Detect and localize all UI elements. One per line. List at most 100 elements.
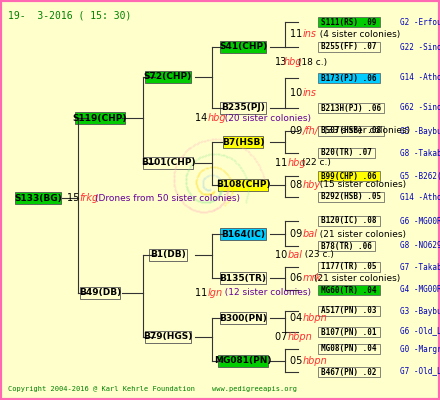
Text: MG081(PN): MG081(PN): [214, 356, 272, 366]
Text: hbpn: hbpn: [288, 332, 312, 342]
Text: B300(PN): B300(PN): [219, 314, 267, 322]
FancyBboxPatch shape: [318, 367, 380, 377]
Text: 13: 13: [275, 57, 287, 67]
Text: hbpn: hbpn: [303, 356, 327, 366]
Text: 19-  3-2016 ( 15: 30): 19- 3-2016 ( 15: 30): [8, 11, 132, 21]
Text: frkg: frkg: [80, 193, 99, 203]
Text: B49(DB): B49(DB): [79, 288, 121, 298]
Text: (Drones from 50 sister colonies): (Drones from 50 sister colonies): [95, 194, 240, 202]
Text: S72(CHP): S72(CHP): [144, 72, 192, 82]
FancyBboxPatch shape: [318, 344, 380, 354]
Text: B467(PN) .02: B467(PN) .02: [321, 368, 377, 376]
FancyBboxPatch shape: [80, 287, 120, 299]
FancyBboxPatch shape: [318, 285, 380, 295]
Text: (33 sister colonies): (33 sister colonies): [318, 126, 410, 136]
FancyBboxPatch shape: [145, 71, 191, 83]
FancyBboxPatch shape: [223, 136, 263, 148]
Text: B507(HSB) .08: B507(HSB) .08: [321, 126, 381, 136]
FancyBboxPatch shape: [318, 42, 380, 52]
FancyBboxPatch shape: [318, 171, 380, 181]
FancyBboxPatch shape: [220, 272, 266, 284]
Text: G3 -Bayburt98-3: G3 -Bayburt98-3: [400, 306, 440, 316]
FancyBboxPatch shape: [318, 73, 380, 83]
Text: (21 sister colonies): (21 sister colonies): [314, 230, 406, 238]
Text: A517(PN) .03: A517(PN) .03: [321, 306, 377, 316]
Text: hby: hby: [303, 180, 321, 190]
FancyBboxPatch shape: [318, 126, 385, 136]
Text: B20(TR) .07: B20(TR) .07: [321, 148, 372, 158]
Text: (23 c.): (23 c.): [299, 250, 334, 260]
Text: 08: 08: [290, 180, 305, 190]
FancyBboxPatch shape: [318, 327, 380, 337]
Text: B292(HSB) .05: B292(HSB) .05: [321, 192, 381, 202]
Text: G7 -Takab93aR: G7 -Takab93aR: [400, 262, 440, 272]
FancyBboxPatch shape: [145, 331, 191, 343]
Text: B79(HGS): B79(HGS): [143, 332, 193, 342]
Text: G14 -AthosSt80R: G14 -AthosSt80R: [400, 192, 440, 202]
Text: bal: bal: [288, 250, 303, 260]
FancyBboxPatch shape: [15, 192, 61, 204]
Text: B108(CHP): B108(CHP): [216, 180, 270, 190]
Text: B99(CHP) .06: B99(CHP) .06: [321, 172, 377, 180]
Text: B101(CHP): B101(CHP): [141, 158, 195, 168]
Text: G6 -Old_Lady: G6 -Old_Lady: [400, 328, 440, 336]
FancyBboxPatch shape: [318, 216, 380, 226]
Text: (22 c.): (22 c.): [299, 158, 331, 168]
Text: (15 sister colonies): (15 sister colonies): [314, 180, 406, 190]
Text: (4 sister colonies): (4 sister colonies): [314, 30, 400, 38]
Text: G8 -NO6294R: G8 -NO6294R: [400, 242, 440, 250]
FancyBboxPatch shape: [318, 17, 380, 27]
Text: /fh/: /fh/: [303, 126, 319, 136]
FancyBboxPatch shape: [318, 306, 380, 316]
Text: G0 -Margret04R: G0 -Margret04R: [400, 344, 440, 354]
Text: S133(BG): S133(BG): [14, 194, 62, 202]
Text: B7(HSB): B7(HSB): [222, 138, 264, 146]
Text: 11: 11: [195, 288, 210, 298]
Text: 14: 14: [195, 113, 210, 123]
FancyBboxPatch shape: [220, 41, 266, 53]
FancyBboxPatch shape: [220, 228, 266, 240]
FancyBboxPatch shape: [318, 103, 385, 113]
Text: B213H(PJ) .06: B213H(PJ) .06: [321, 104, 381, 112]
Text: B107(PN) .01: B107(PN) .01: [321, 328, 377, 336]
Text: hbg: hbg: [288, 158, 306, 168]
FancyBboxPatch shape: [149, 249, 187, 261]
Text: 15: 15: [67, 193, 83, 203]
FancyBboxPatch shape: [318, 192, 385, 202]
Text: G6 -MG00R: G6 -MG00R: [400, 216, 440, 226]
FancyBboxPatch shape: [218, 179, 268, 191]
Text: 10: 10: [275, 250, 290, 260]
Text: G5 -B262(NE): G5 -B262(NE): [400, 172, 440, 180]
Text: (18 c.): (18 c.): [295, 58, 327, 66]
FancyBboxPatch shape: [143, 157, 194, 169]
Text: B235(PJ): B235(PJ): [221, 104, 265, 112]
Text: B120(IC) .08: B120(IC) .08: [321, 216, 377, 226]
Text: G5 -Bayburt98-3: G5 -Bayburt98-3: [400, 126, 440, 136]
Text: (20 sister colonies): (20 sister colonies): [219, 114, 311, 122]
Text: MG60(TR) .04: MG60(TR) .04: [321, 286, 377, 294]
Text: hbg: hbg: [283, 57, 302, 67]
Text: B255(FF) .07: B255(FF) .07: [321, 42, 377, 52]
Text: hbg: hbg: [208, 113, 226, 123]
Text: G4 -MG00R: G4 -MG00R: [400, 286, 440, 294]
Text: 06: 06: [290, 273, 305, 283]
Text: G7 -Old_Lady: G7 -Old_Lady: [400, 368, 440, 376]
Text: ins: ins: [303, 88, 317, 98]
FancyBboxPatch shape: [220, 102, 266, 114]
Text: Copyright 2004-2016 @ Karl Kehrle Foundation    www.pedigreeapis.org: Copyright 2004-2016 @ Karl Kehrle Founda…: [8, 386, 297, 392]
Text: 04: 04: [290, 313, 305, 323]
Text: hbpn: hbpn: [303, 313, 327, 323]
Text: 11: 11: [290, 29, 305, 39]
FancyBboxPatch shape: [218, 355, 268, 367]
Text: (12 sister colonies): (12 sister colonies): [219, 288, 311, 298]
Text: 11: 11: [275, 158, 290, 168]
Text: ins: ins: [303, 29, 317, 39]
Text: G14 -AthosSt80R: G14 -AthosSt80R: [400, 74, 440, 82]
Text: lgn: lgn: [208, 288, 223, 298]
Text: G2 -Erfoud07-1Q: G2 -Erfoud07-1Q: [400, 18, 440, 26]
Text: G8 -Takab93aR: G8 -Takab93aR: [400, 148, 440, 158]
Text: (21 sister colonies): (21 sister colonies): [314, 274, 400, 282]
Text: 09: 09: [290, 229, 305, 239]
Text: S119(CHP): S119(CHP): [73, 114, 127, 122]
FancyBboxPatch shape: [220, 312, 266, 324]
